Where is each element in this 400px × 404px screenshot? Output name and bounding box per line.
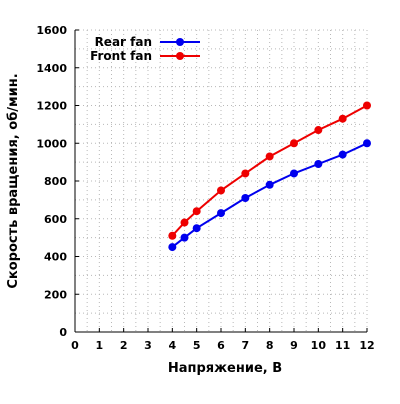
x-tick-label: 12 [359,339,374,352]
data-point-rear-fan [168,243,177,252]
data-point-front-fan [192,207,201,216]
data-point-front-fan [314,126,323,135]
x-tick-label: 5 [193,339,201,352]
x-tick-label: 1 [96,339,104,352]
data-point-front-fan [168,231,177,240]
legend-label-front-fan: Front fan [90,49,152,63]
y-tick-label: 1600 [36,24,67,37]
data-point-rear-fan [314,160,323,169]
data-point-front-fan [338,114,347,123]
data-point-rear-fan [217,209,225,218]
data-point-rear-fan [363,139,371,148]
data-point-front-fan [265,152,274,161]
series [168,101,371,252]
series-line-front-fan [171,104,368,237]
series-line-rear-fan [171,142,368,248]
x-tick-label: 4 [169,339,177,352]
y-tick-label: 1200 [36,100,67,113]
y-axis-title: Скорость вращения, об/мин. [6,73,21,288]
x-tick-label: 3 [144,339,152,352]
y-tick-label: 800 [44,175,67,188]
data-point-front-fan [241,169,250,178]
x-tick-label: 7 [242,339,250,352]
x-tick-label: 9 [290,339,298,352]
data-point-rear-fan [192,224,201,233]
y-tick-label: 600 [44,213,67,226]
data-point-rear-fan [180,233,189,242]
legend-marker-front-fan [176,52,184,60]
data-point-front-fan [217,186,225,195]
y-tick-label: 200 [44,288,67,301]
grid [75,29,368,332]
y-tick-label: 400 [44,251,67,264]
data-point-rear-fan [290,169,298,178]
y-tick-label: 0 [59,326,67,339]
data-point-front-fan [180,218,189,227]
x-axis-title: Напряжение, В [168,361,282,376]
x-tick-label: 10 [311,339,327,352]
x-tick-label: 6 [217,339,225,352]
x-tick-label: 2 [120,339,128,352]
data-point-rear-fan [241,193,250,202]
x-tick-label: 8 [266,339,274,352]
data-point-front-fan [290,139,298,148]
data-point-rear-fan [338,150,347,159]
x-tick-label: 0 [71,339,79,352]
legend-marker-rear-fan [176,38,184,46]
legend-label-rear-fan: Rear fan [95,35,152,49]
axes: 0 1 2 3 4 5 6 7 8 9 10 11 12020040060080010001200140… [36,24,374,352]
data-point-front-fan [363,101,371,110]
x-tick-label: 11 [335,339,350,352]
data-point-rear-fan [265,180,274,189]
y-tick-label: 1400 [36,62,67,75]
y-tick-label: 1000 [36,137,67,150]
